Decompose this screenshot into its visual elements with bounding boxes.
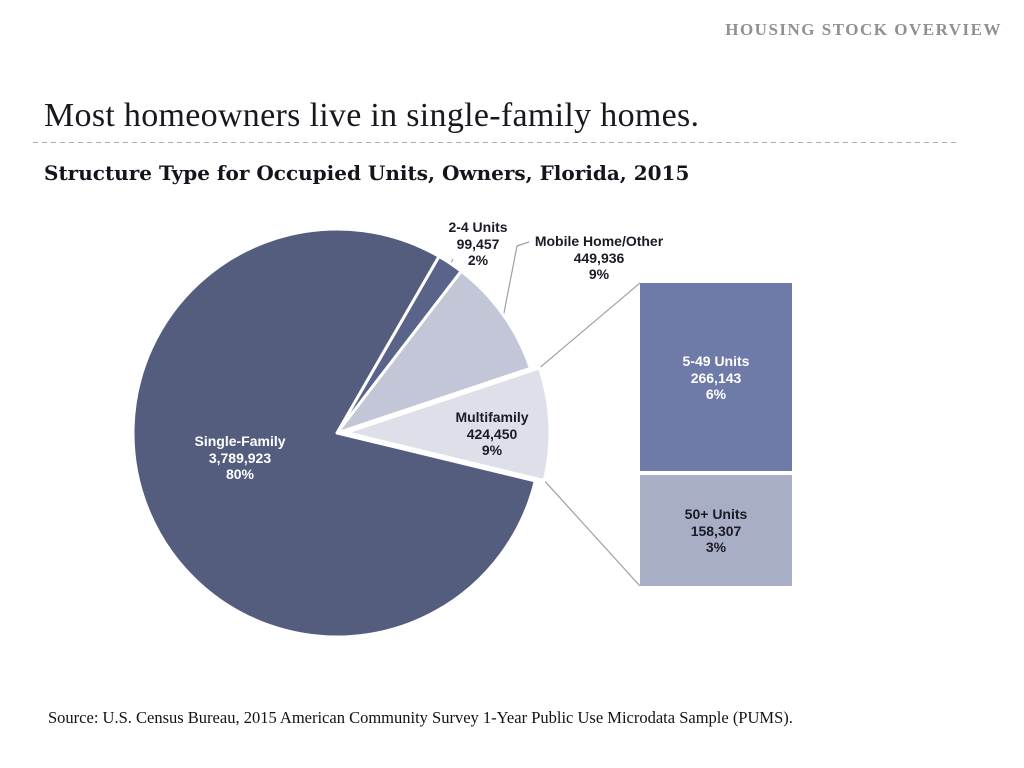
pie-label-pct: 80% [225,466,255,482]
callout-bar-5-49-units [640,283,792,471]
callout-connector-top [539,282,641,369]
source-note: Source: U.S. Census Bureau, 2015 America… [48,708,793,727]
bar-label-name: 50+ Units [684,506,748,522]
callout-bar-50-units [640,475,792,586]
pie-label-value: 99,457 [456,235,500,252]
pie-label-name: 2-4 Units [448,219,508,235]
pie-slice-single-family [131,227,537,639]
leader-line-mobile-home-other [502,241,530,319]
dashed-divider [33,142,956,143]
pie-label-pct: 9% [588,266,610,282]
pie-label-name: Mobile Home/Other [534,233,664,249]
pie-label-name: Multifamily [455,409,529,425]
pie-label-name: Single-Family [194,433,286,449]
bar-label-name: 5-49 Units [682,353,750,369]
callout-connector-bottom [543,480,641,587]
pie-label-value: 3,789,923 [208,449,272,466]
bar-label-value: 266,143 [690,369,742,386]
bar-label-5-49-units: 5-49 Units 266,143 6% [683,353,750,403]
bar-label-value: 158,307 [690,522,742,539]
bar-label-pct: 6% [705,386,727,402]
bar-label-50-plus-units: 50+ Units 158,307 3% [685,506,748,556]
pie-label-pct: 2% [467,252,489,268]
pie-label-single-family: Single-Family 3,789,923 80% [194,433,285,483]
pie-label-multifamily: Multifamily 424,450 9% [455,409,528,459]
pie-label-mobile-home-other: Mobile Home/Other 449,936 9% [535,233,663,283]
pie-slice-multifamily [344,366,552,483]
page-title: Most homeowners live in single-family ho… [44,97,700,134]
bar-label-pct: 3% [705,539,727,555]
pie-label-value: 424,450 [466,425,518,442]
header-kicker: HOUSING STOCK OVERVIEW [725,20,1002,39]
pie-label-value: 449,936 [573,249,625,266]
pie-label-pct: 9% [481,442,503,458]
pie-slice-mobile-home-other [335,269,532,435]
pie-label-2-4-units: 2-4 Units 99,457 2% [448,219,507,269]
chart-title: Structure Type for Occupied Units, Owner… [44,161,690,185]
